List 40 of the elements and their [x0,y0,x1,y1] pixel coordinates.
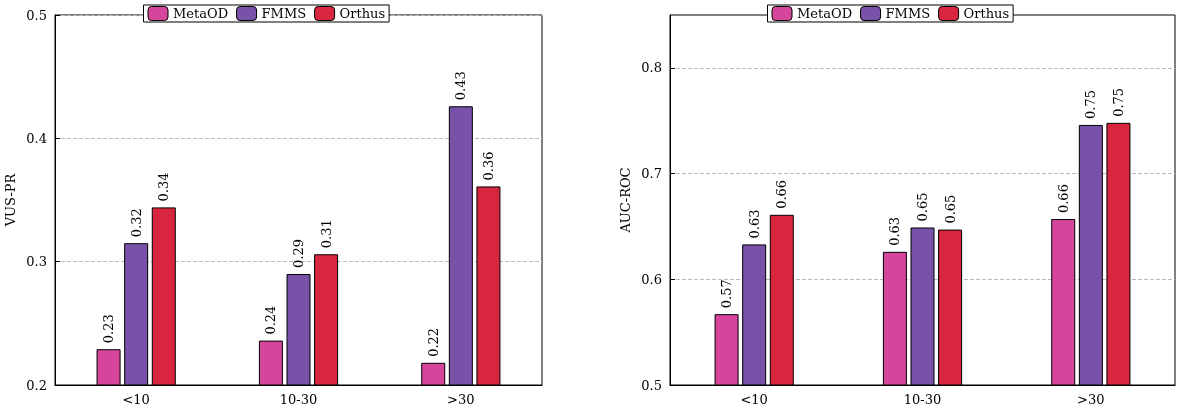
data-label: 0.23 [101,314,117,344]
x-tick-label: >30 [447,392,475,407]
y-axis-title: VUS-PR [3,172,18,228]
y-tick-label: 0.6 [641,271,662,287]
data-label: 0.36 [480,151,496,181]
data-label: 0.65 [942,194,958,224]
x-tick-label: 10-30 [903,392,942,407]
data-label: 0.57 [719,279,735,309]
legend-label: FMMS [261,6,307,21]
legend-label: MetaOD [173,6,229,21]
y-tick-label: 0.3 [26,254,47,270]
data-label: 0.63 [746,209,762,239]
y-tick-label: 0.4 [26,130,47,146]
x-tick-label: <10 [122,392,150,407]
legend-label: FMMS [885,6,931,21]
data-label: 0.66 [774,179,790,209]
x-tick-label: <10 [740,392,768,407]
y-tick-label: 0.8 [641,60,662,76]
legend-label: MetaOD [797,6,853,21]
data-label: 0.29 [291,239,306,268]
legend-label: Orthus [963,6,1010,21]
data-label: 0.31 [318,219,334,249]
data-label: 0.32 [128,208,144,238]
data-label: 0.63 [887,216,903,246]
y-tick-label: 0.7 [641,166,662,182]
y-tick-label: 0.2 [26,377,47,393]
data-label: 0.66 [1055,184,1071,214]
data-label: 0.43 [453,71,469,101]
x-tick-label: >30 [1077,392,1105,407]
data-label: 0.65 [915,192,930,222]
data-label: 0.75 [1110,87,1126,117]
y-tick-label: 0.5 [26,7,47,23]
y-axis-title: AUC-ROC [618,167,633,234]
y-tick-label: 0.5 [641,377,662,393]
data-label: 0.22 [425,327,441,357]
x-tick-label: 10-30 [279,392,318,407]
data-label: 0.34 [156,172,172,202]
data-label: 0.75 [1083,89,1099,119]
data-label: 0.24 [263,305,279,335]
legend-label: Orthus [339,6,386,21]
